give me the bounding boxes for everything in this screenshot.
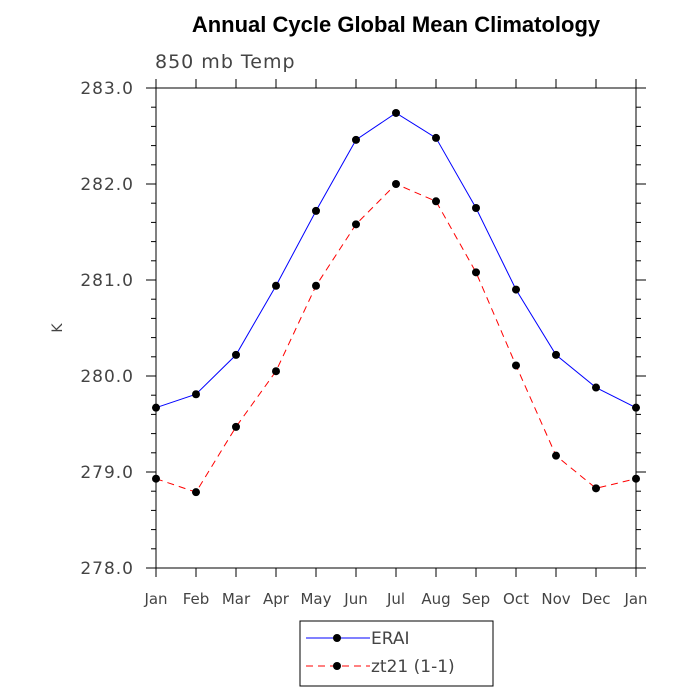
x-tick-label: Jan bbox=[623, 590, 647, 608]
series-line-1 bbox=[155, 183, 637, 493]
x-tick-label: Apr bbox=[263, 590, 290, 608]
series-line-0 bbox=[155, 112, 637, 409]
legend-label: zt21 (1-1) bbox=[371, 657, 455, 677]
x-tick-label: Oct bbox=[503, 590, 529, 608]
data-point bbox=[232, 350, 240, 359]
x-tick-label: Aug bbox=[421, 590, 450, 608]
data-point bbox=[432, 133, 440, 142]
data-point bbox=[272, 367, 280, 376]
x-tick-label: Nov bbox=[541, 590, 570, 608]
y-tick-label: 283.0 bbox=[80, 79, 134, 99]
y-tick-label: 278.0 bbox=[80, 559, 134, 579]
legend-marker bbox=[333, 662, 341, 670]
x-tick-label: Jun bbox=[343, 590, 367, 608]
data-point bbox=[152, 403, 160, 412]
data-point bbox=[392, 180, 400, 188]
data-point bbox=[432, 197, 440, 206]
data-point bbox=[232, 422, 240, 431]
data-point bbox=[512, 361, 520, 370]
legend-marker bbox=[333, 634, 341, 642]
data-point bbox=[192, 390, 200, 399]
data-point bbox=[392, 108, 400, 117]
data-point bbox=[512, 285, 520, 294]
data-point bbox=[632, 403, 640, 412]
chart-subtitle: 850 mb Temp bbox=[155, 51, 296, 73]
data-point bbox=[352, 135, 360, 144]
data-point bbox=[472, 204, 480, 212]
data-point bbox=[192, 488, 200, 497]
x-tick-label: Jul bbox=[386, 590, 405, 608]
x-tick-label: Mar bbox=[222, 590, 251, 608]
legend-label: ERAI bbox=[371, 629, 410, 649]
x-tick-label: Dec bbox=[581, 590, 610, 608]
legend-box bbox=[299, 620, 494, 687]
series-layer bbox=[152, 108, 640, 497]
data-point bbox=[312, 281, 320, 290]
axes: Jan Feb Mar Apr May Jun Jul Aug Sep Oct Nov Dec Jan 2… bbox=[80, 79, 648, 608]
y-axis-label: K bbox=[50, 323, 66, 333]
data-point bbox=[592, 484, 600, 493]
data-point bbox=[152, 474, 160, 483]
data-point bbox=[632, 474, 640, 483]
data-point bbox=[552, 451, 560, 460]
data-point bbox=[472, 268, 480, 277]
plot-frame bbox=[155, 87, 637, 569]
x-tick-label: Feb bbox=[183, 590, 210, 608]
x-tick-label: May bbox=[300, 590, 331, 608]
chart-title: Annual Cycle Global Mean Climatology bbox=[192, 12, 601, 37]
data-point bbox=[592, 383, 600, 392]
data-point bbox=[352, 220, 360, 229]
x-tick-label: Jan bbox=[143, 590, 167, 608]
data-point bbox=[272, 281, 280, 290]
x-tick-label: Sep bbox=[462, 590, 490, 608]
y-tick-label: 279.0 bbox=[80, 463, 134, 483]
y-tick-label: 281.0 bbox=[80, 271, 134, 291]
data-point bbox=[312, 206, 320, 215]
y-tick-label: 282.0 bbox=[80, 175, 134, 195]
data-point bbox=[552, 350, 560, 359]
y-tick-label: 280.0 bbox=[80, 367, 134, 387]
legend: ERAI zt21 (1-1) bbox=[299, 620, 494, 687]
